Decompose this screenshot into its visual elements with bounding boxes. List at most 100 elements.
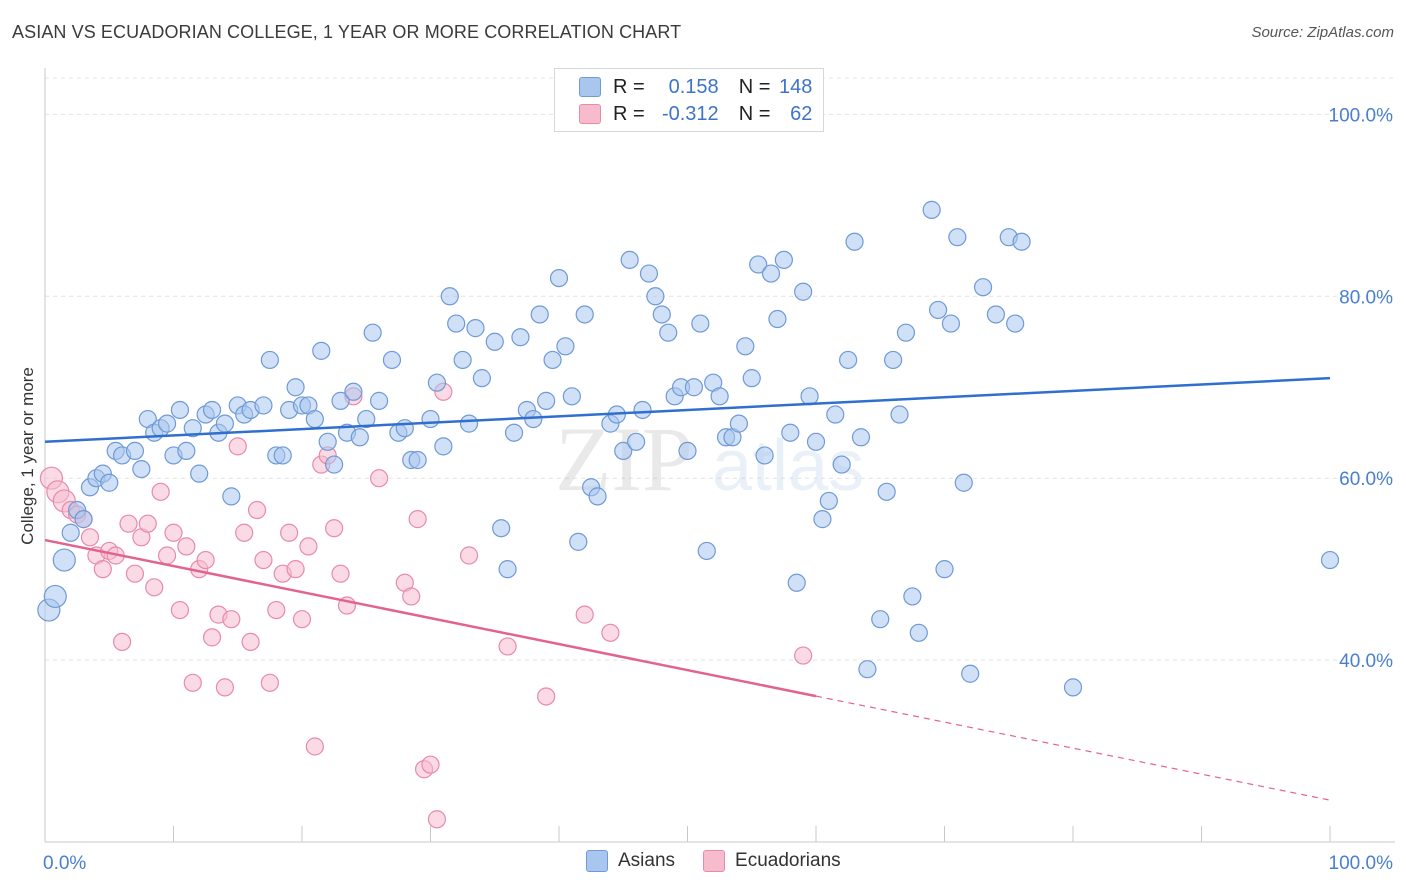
asian-point bbox=[325, 455, 344, 474]
asian-point bbox=[922, 200, 941, 219]
asian-point bbox=[254, 396, 273, 415]
x-tick-label: 100.0% bbox=[1329, 853, 1394, 874]
asian-point bbox=[710, 387, 729, 406]
ecuadorian-point bbox=[537, 687, 556, 706]
asian-point bbox=[331, 391, 350, 410]
legend-n-value: 62 bbox=[790, 102, 813, 125]
legend-box: R = 0.158 N = 148 R = -0.312 N = 62 bbox=[554, 68, 824, 132]
asian-point bbox=[318, 432, 337, 451]
series-asians bbox=[37, 200, 1340, 697]
ecuadorian-point bbox=[93, 560, 112, 579]
asian-point bbox=[52, 548, 76, 572]
asian-point bbox=[447, 314, 466, 333]
ecuadorian-point bbox=[247, 500, 267, 520]
asian-point bbox=[530, 305, 549, 324]
asian-point bbox=[903, 587, 922, 606]
asian-point bbox=[1063, 678, 1083, 697]
source-label: Source: ZipAtlas.com bbox=[1251, 24, 1394, 41]
ecuadorian-point bbox=[222, 610, 241, 629]
bottom-legend-asians[interactable]: Asians bbox=[586, 850, 675, 872]
asian-point bbox=[498, 560, 517, 579]
asian-point bbox=[260, 350, 279, 370]
asian-point bbox=[794, 282, 813, 301]
asian-point bbox=[459, 414, 479, 433]
asian-point bbox=[350, 428, 369, 447]
asian-point bbox=[190, 464, 209, 483]
ecuadorian-point bbox=[235, 523, 254, 542]
ecuadorian-point bbox=[280, 523, 299, 542]
legend-swatch-ecuadorians bbox=[579, 104, 601, 124]
axes bbox=[44, 68, 1395, 843]
asian-point bbox=[222, 487, 241, 506]
legend-r-value: 0.158 bbox=[668, 75, 719, 98]
asian-point bbox=[1006, 314, 1025, 333]
trend-line-ecuadorians bbox=[44, 538, 817, 698]
asian-point bbox=[787, 573, 806, 592]
ecuadorian-point bbox=[325, 519, 344, 538]
asian-point bbox=[170, 400, 190, 420]
bottom-legend-ecuadorians[interactable]: Ecuadorians bbox=[703, 850, 841, 872]
ecuadorian-point bbox=[331, 564, 350, 583]
asian-point bbox=[768, 309, 787, 329]
ecuadorian-point bbox=[228, 437, 247, 456]
ecuadorian-point bbox=[196, 550, 215, 570]
asian-point bbox=[626, 432, 646, 451]
asian-point bbox=[742, 369, 761, 388]
trend-line-asians bbox=[44, 376, 1331, 444]
asian-point bbox=[434, 437, 453, 456]
asian-point bbox=[729, 414, 749, 433]
asian-point bbox=[1320, 550, 1340, 570]
asian-point bbox=[774, 250, 793, 270]
asian-point bbox=[543, 350, 562, 370]
ecuadorian-point bbox=[260, 673, 279, 692]
ecuadorian-point bbox=[170, 600, 190, 620]
asian-point bbox=[125, 441, 145, 461]
asian-point bbox=[935, 560, 954, 579]
asian-point bbox=[813, 510, 832, 529]
asian-point bbox=[382, 350, 402, 370]
asian-point bbox=[961, 664, 980, 683]
legend-row-asians: R = 0.158 N = 148 bbox=[579, 75, 812, 99]
asian-point bbox=[511, 328, 530, 347]
asian-point bbox=[556, 337, 575, 356]
asian-point bbox=[408, 450, 427, 470]
asian-point bbox=[492, 519, 511, 538]
ecuadorian-point bbox=[215, 678, 234, 697]
ecuadorian-point bbox=[459, 546, 479, 565]
y-tick-label: 60.0% bbox=[1339, 469, 1393, 490]
ecuadorian-point bbox=[402, 587, 421, 606]
asian-point bbox=[177, 441, 196, 461]
asian-point bbox=[877, 482, 896, 501]
asian-point bbox=[440, 287, 459, 306]
asian-point bbox=[948, 228, 967, 247]
asian-point bbox=[646, 287, 665, 306]
asian-point bbox=[633, 400, 652, 420]
legend-r-label: R = bbox=[613, 75, 645, 98]
ecuadorian-point bbox=[498, 637, 517, 656]
asian-point bbox=[896, 323, 916, 342]
ecuadorian-point bbox=[157, 546, 177, 565]
asian-point bbox=[851, 428, 871, 447]
ecuadorian-point bbox=[183, 673, 202, 692]
x-tick-label: 0.0% bbox=[43, 853, 86, 874]
asian-point bbox=[954, 473, 973, 492]
asian-point bbox=[928, 300, 948, 320]
asian-point bbox=[395, 419, 414, 438]
asian-point bbox=[909, 623, 928, 642]
asian-point bbox=[659, 323, 678, 342]
asian-point bbox=[639, 264, 659, 283]
ecuadorian-point bbox=[202, 628, 222, 647]
ecuadorian-point bbox=[119, 514, 138, 533]
asian-point bbox=[286, 378, 305, 397]
asian-point bbox=[504, 423, 524, 442]
series-ecuadorians bbox=[39, 382, 813, 829]
asian-point bbox=[453, 350, 472, 370]
asian-point bbox=[652, 305, 671, 324]
ecuadorian-point bbox=[112, 632, 132, 652]
asian-point bbox=[736, 337, 755, 356]
ecuadorian-point bbox=[427, 810, 447, 829]
asian-point bbox=[569, 532, 588, 551]
ecuadorian-point bbox=[177, 537, 196, 556]
asian-point bbox=[215, 414, 234, 433]
asian-point bbox=[132, 459, 151, 479]
